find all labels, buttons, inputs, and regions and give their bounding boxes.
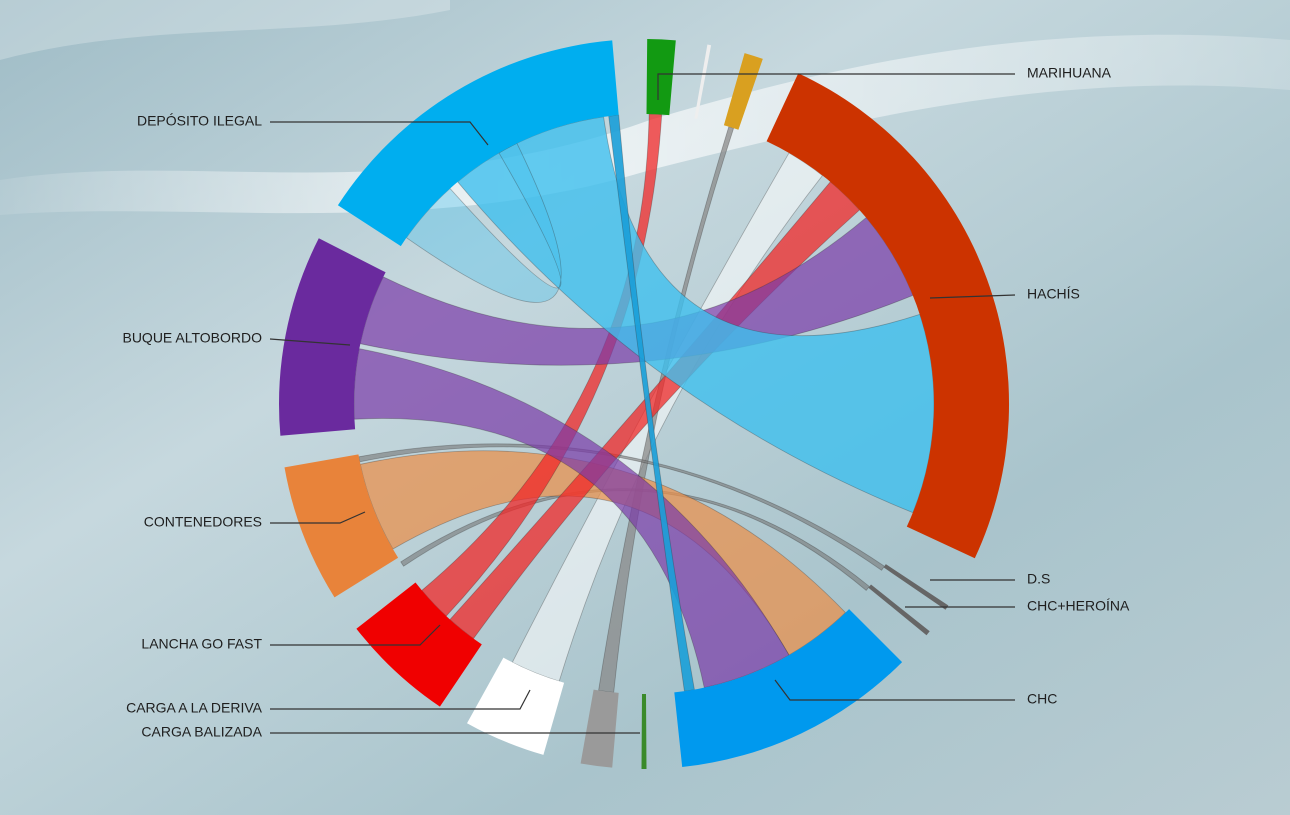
arc [694, 44, 712, 119]
arc-contenedores [284, 454, 399, 598]
ribbon [359, 450, 847, 656]
arc-marihuana [646, 39, 676, 116]
node-label: MARIHUANA [1027, 65, 1112, 81]
ribbon [405, 142, 562, 303]
arc-deposito [337, 40, 619, 247]
node-label: HACHÍS [1027, 286, 1080, 302]
leader-line [270, 511, 366, 524]
ribbon [598, 126, 735, 693]
arc-ds [883, 564, 949, 610]
node-label: CARGA A LA DERIVA [126, 700, 263, 716]
arc-carga-balizada [641, 694, 647, 770]
leader-line [657, 73, 1015, 100]
leader-line [270, 624, 441, 646]
node-label: D.S [1027, 571, 1050, 587]
node-label: CHC [1027, 691, 1057, 707]
node-label: LANCHA GO FAST [141, 636, 262, 652]
wave [0, 34, 1290, 216]
arc-chc-heroina [868, 584, 930, 636]
arc-hachis [766, 73, 1010, 559]
arc-chc [674, 609, 903, 767]
arc-carga-deriva [467, 657, 565, 755]
ribbon [353, 348, 790, 689]
node-label: CONTENEDORES [144, 514, 262, 530]
leader-line [929, 294, 1016, 299]
node-label: CARGA BALIZADA [141, 724, 262, 740]
node-label: DEPÓSITO ILEGAL [137, 113, 262, 129]
leader-line [270, 689, 531, 710]
leader-line [270, 121, 489, 146]
wave [0, 0, 450, 60]
node-label: BUQUE ALTOBORDO [122, 330, 262, 346]
arcs [279, 39, 1010, 770]
leader-line [269, 338, 351, 346]
arc [580, 689, 619, 768]
node-label: CHC+HEROÍNA [1027, 598, 1130, 614]
leader-line [774, 679, 1015, 701]
arc [723, 53, 763, 130]
arc-buque [279, 238, 386, 436]
labels: MARIHUANA HACHÍS D.S CHC+HEROÍNA CHC CARGA BA… [122, 65, 1129, 740]
